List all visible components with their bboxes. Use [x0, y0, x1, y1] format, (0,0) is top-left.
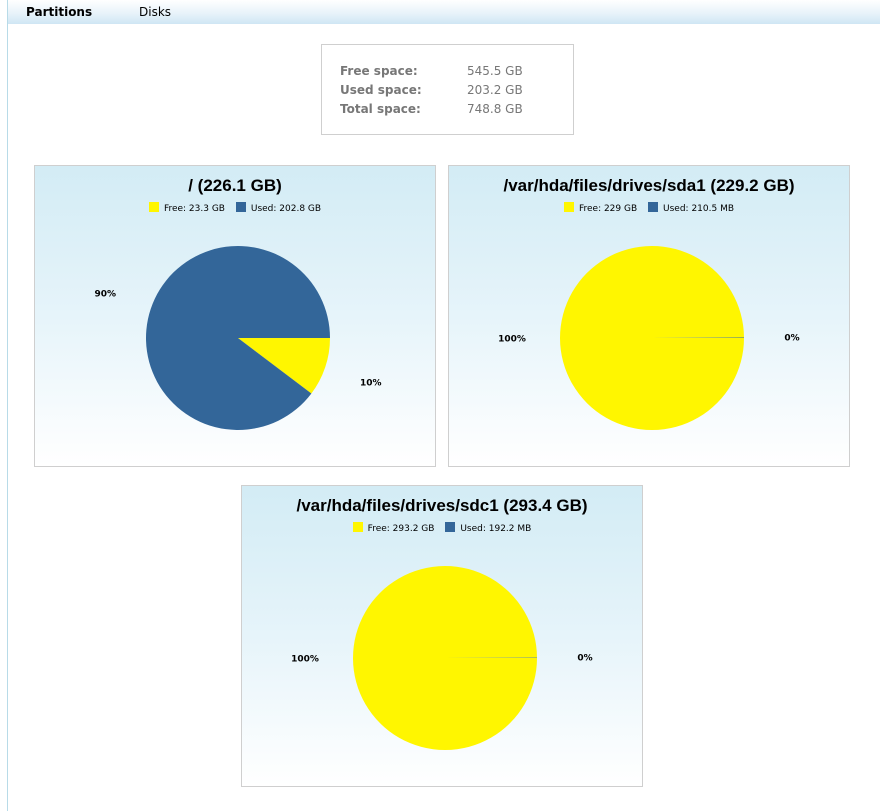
pie-chart-svg: 10% 90% — [94, 246, 382, 431]
chart-legend: Free: 229 GB Used: 210.5 MB — [449, 202, 849, 214]
legend-label-used: Used: 202.8 GB — [250, 204, 322, 214]
pie-slice-free — [353, 566, 537, 751]
legend-item-free: Free: 23.3 GB — [148, 202, 225, 214]
pie-slice-used — [145, 246, 330, 431]
legend-swatch-free — [352, 522, 363, 532]
pie-slice-used — [652, 337, 744, 338]
partition-chart-sda1: 100% 0% /var/hda/files/drives/sda1 (229.2… — [448, 165, 850, 467]
legend-label-free: Free: 23.3 GB — [163, 204, 225, 214]
legend-label-free: Free: 293.2 GB — [367, 524, 435, 534]
page-left-border — [0, 0, 8, 811]
pie-slice-free — [560, 245, 744, 430]
total-space-label: Total space: — [340, 102, 421, 116]
legend-item-free: Free: 229 GB — [563, 202, 638, 214]
tab-disks[interactable]: Disks — [139, 5, 172, 19]
pie-chart-svg: 100% 0% — [291, 566, 593, 751]
legend-swatch-free — [148, 202, 159, 212]
pie-percent-label-used: 0% — [577, 654, 592, 664]
legend-swatch-free — [563, 202, 574, 212]
chart-legend: Free: 293.2 GB Used: 192.2 MB — [242, 522, 642, 534]
legend-item-used: Used: 202.8 GB — [235, 202, 322, 214]
pie-percent-label-free: 100% — [291, 654, 319, 664]
pie-percent-label-used: 90% — [94, 289, 116, 299]
legend-item-used: Used: 192.2 MB — [445, 522, 531, 534]
used-space-value: 203.2 GB — [467, 83, 523, 97]
legend-item-used: Used: 210.5 MB — [648, 202, 734, 214]
chart-title: /var/hda/files/drives/sdc1 (293.4 GB) — [296, 496, 588, 515]
pie-percent-label-free: 10% — [360, 379, 382, 389]
legend-label-free: Free: 229 GB — [578, 204, 638, 214]
tab-bar: Partitions Disks — [8, 0, 880, 24]
pie-percent-label-free: 100% — [498, 334, 526, 344]
pie-slice-free — [238, 338, 330, 394]
legend-label-used: Used: 192.2 MB — [460, 524, 532, 534]
used-space-label: Used space: — [340, 83, 422, 97]
pie-percent-label-used: 0% — [784, 334, 799, 344]
tab-partitions[interactable]: Partitions — [26, 5, 93, 19]
partition-chart-sdc1: 100% 0% /var/hda/files/drives/sdc1 (293.4… — [241, 485, 643, 787]
space-summary: Free space: 545.5 GB Used space: 203.2 G… — [321, 44, 574, 135]
legend-swatch-used — [445, 522, 456, 532]
legend-swatch-used — [648, 202, 659, 212]
partition-chart-root: 10% 90% / (226.1 GB) Free: 23.3 GB Used: … — [34, 165, 436, 467]
legend-label-used: Used: 210.5 MB — [663, 204, 735, 214]
chart-title: /var/hda/files/drives/sda1 (229.2 GB) — [503, 176, 795, 195]
chart-legend: Free: 23.3 GB Used: 202.8 GB — [35, 202, 435, 214]
pie-chart-svg: 100% 0% — [498, 245, 800, 430]
free-space-label: Free space: — [340, 64, 418, 78]
chart-title: / (226.1 GB) — [188, 176, 282, 195]
free-space-value: 545.5 GB — [467, 64, 523, 78]
legend-swatch-used — [235, 202, 246, 212]
total-space-value: 748.8 GB — [467, 102, 523, 116]
legend-item-free: Free: 293.2 GB — [352, 522, 435, 534]
